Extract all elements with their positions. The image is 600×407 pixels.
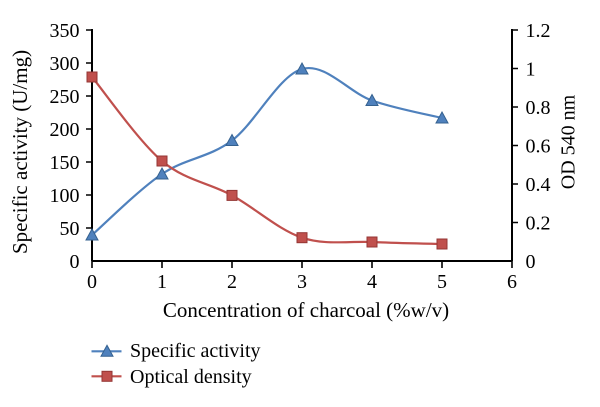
svg-text:300: 300 (50, 53, 80, 75)
svg-text:50: 50 (60, 218, 80, 240)
svg-text:1: 1 (157, 271, 167, 293)
svg-text:Specific activity: Specific activity (130, 340, 261, 362)
svg-text:350: 350 (50, 20, 80, 42)
svg-text:1: 1 (526, 59, 536, 81)
svg-text:0: 0 (87, 271, 97, 293)
svg-text:5: 5 (437, 271, 447, 293)
svg-text:150: 150 (50, 152, 80, 174)
svg-text:0.6: 0.6 (526, 136, 551, 158)
svg-text:1.2: 1.2 (526, 20, 551, 42)
svg-text:Specific activity (U/mg): Specific activity (U/mg) (8, 50, 32, 254)
svg-text:3: 3 (297, 271, 307, 293)
svg-text:2: 2 (227, 271, 237, 293)
svg-text:Concentration of charcoal (%w/: Concentration of charcoal (%w/v) (163, 298, 449, 322)
svg-text:4: 4 (367, 271, 377, 293)
svg-text:0.2: 0.2 (526, 213, 551, 235)
svg-text:0: 0 (70, 251, 80, 273)
svg-text:Optical density: Optical density (130, 366, 252, 388)
svg-text:OD 540 nm: OD 540 nm (558, 94, 580, 189)
svg-text:6: 6 (507, 271, 517, 293)
svg-text:200: 200 (50, 119, 80, 141)
svg-text:250: 250 (50, 86, 80, 108)
svg-text:100: 100 (50, 185, 80, 207)
svg-text:0.8: 0.8 (526, 97, 551, 119)
svg-text:0.4: 0.4 (526, 174, 551, 196)
svg-text:0: 0 (526, 251, 536, 273)
